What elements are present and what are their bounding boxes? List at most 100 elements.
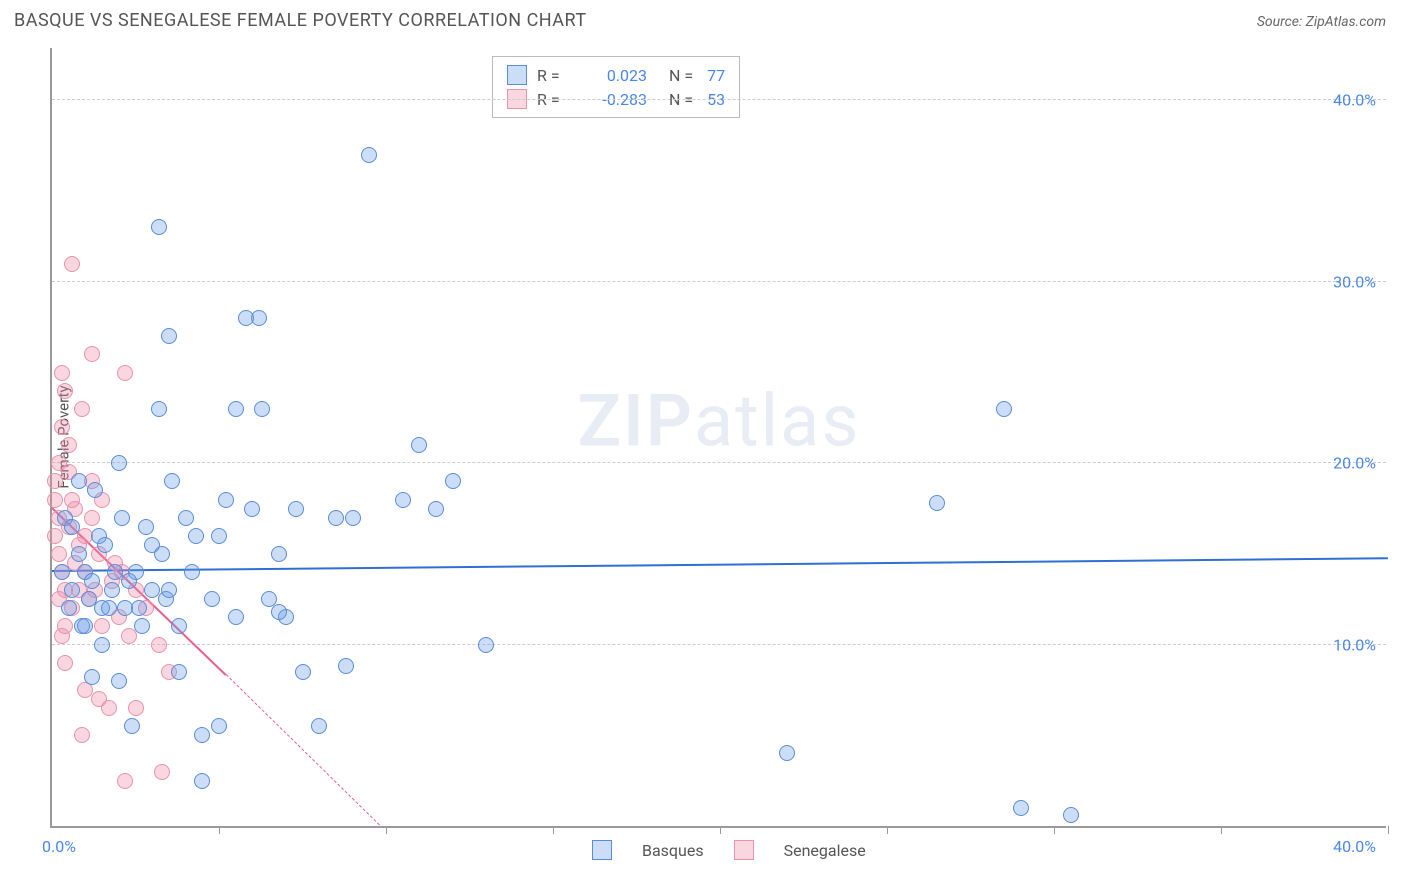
point-basques <box>345 510 361 526</box>
x-tick <box>219 826 220 834</box>
point-basques <box>188 528 204 544</box>
point-basques <box>121 573 137 589</box>
point-basques <box>94 637 110 653</box>
point-senegalese <box>151 637 167 653</box>
point-basques <box>64 519 80 535</box>
point-basques <box>271 604 287 620</box>
point-basques <box>211 528 227 544</box>
watermark: ZIPatlas <box>577 379 860 464</box>
point-basques <box>171 664 187 680</box>
x-tick <box>887 826 888 834</box>
point-basques <box>478 637 494 653</box>
point-basques <box>445 473 461 489</box>
point-senegalese <box>94 618 110 634</box>
point-basques <box>271 546 287 562</box>
point-basques <box>238 310 254 326</box>
point-senegalese <box>54 419 70 435</box>
x-axis-min-label: 0.0% <box>42 837 76 856</box>
point-basques <box>144 537 160 553</box>
x-tick <box>1054 826 1055 834</box>
point-basques <box>151 401 167 417</box>
point-basques <box>228 401 244 417</box>
point-basques <box>288 501 304 517</box>
point-senegalese <box>57 383 73 399</box>
point-basques <box>84 573 100 589</box>
watermark-zip: ZIP <box>577 379 693 464</box>
point-basques <box>244 501 260 517</box>
legend-row-basques: R = 0.023 N = 77 <box>507 63 725 87</box>
point-basques <box>164 473 180 489</box>
point-basques <box>295 664 311 680</box>
point-basques <box>64 582 80 598</box>
grid-line <box>52 281 1386 282</box>
point-basques <box>395 492 411 508</box>
point-basques <box>97 537 113 553</box>
point-basques <box>171 618 187 634</box>
point-senegalese <box>84 510 100 526</box>
point-senegalese <box>51 546 67 562</box>
point-senegalese <box>74 401 90 417</box>
point-basques <box>338 658 354 674</box>
source-label: Source: ZipAtlas.com <box>1257 14 1386 30</box>
legend-series: Basques Senegalese <box>592 840 866 860</box>
y-tick-label: 10.0% <box>1333 635 1376 654</box>
point-senegalese <box>61 437 77 453</box>
point-basques <box>101 600 117 616</box>
point-basques <box>204 591 220 607</box>
trend-line <box>52 557 1388 572</box>
point-basques <box>1013 800 1029 816</box>
series-b-name: Senegalese <box>784 841 866 860</box>
n-value-a: 77 <box>707 66 725 85</box>
point-basques <box>61 600 77 616</box>
point-basques <box>328 510 344 526</box>
point-basques <box>151 219 167 235</box>
r-value-a: 0.023 <box>577 66 647 85</box>
point-senegalese <box>74 727 90 743</box>
point-senegalese <box>57 655 73 671</box>
point-senegalese <box>117 365 133 381</box>
x-tick <box>1221 826 1222 834</box>
point-basques <box>114 510 130 526</box>
y-tick-label: 30.0% <box>1333 272 1376 291</box>
point-basques <box>178 510 194 526</box>
series-a-name: Basques <box>642 841 704 860</box>
point-senegalese <box>54 365 70 381</box>
x-axis-max-label: 40.0% <box>1333 837 1376 856</box>
point-senegalese <box>117 773 133 789</box>
point-basques <box>218 492 234 508</box>
point-basques <box>228 609 244 625</box>
swatch-basques-icon <box>592 840 612 860</box>
point-senegalese <box>64 256 80 272</box>
point-basques <box>87 482 103 498</box>
point-basques <box>111 455 127 471</box>
point-senegalese <box>54 628 70 644</box>
legend-correlation-box: R = 0.023 N = 77 R = -0.283 N = 53 <box>492 56 740 118</box>
y-tick-label: 20.0% <box>1333 454 1376 473</box>
swatch-senegalese-icon <box>734 840 754 860</box>
grid-line <box>52 99 1386 100</box>
point-senegalese <box>47 492 63 508</box>
point-basques <box>1063 807 1079 823</box>
chart-container: Female Poverty ZIPatlas R = 0.023 N = 77… <box>50 48 1386 828</box>
swatch-basques-icon <box>507 65 527 85</box>
point-senegalese <box>101 700 117 716</box>
point-basques <box>311 718 327 734</box>
r-label-a: R = <box>537 66 567 85</box>
point-basques <box>138 519 154 535</box>
point-senegalese <box>84 346 100 362</box>
point-basques <box>124 718 140 734</box>
point-basques <box>411 437 427 453</box>
point-basques <box>71 546 87 562</box>
point-basques <box>428 501 444 517</box>
point-basques <box>929 495 945 511</box>
point-basques <box>134 618 150 634</box>
point-basques <box>111 673 127 689</box>
y-tick-label: 40.0% <box>1333 91 1376 110</box>
point-basques <box>254 401 270 417</box>
x-tick <box>553 826 554 834</box>
point-basques <box>184 564 200 580</box>
x-tick <box>1388 826 1389 834</box>
point-basques <box>194 773 210 789</box>
x-tick <box>720 826 721 834</box>
point-basques <box>77 618 93 634</box>
